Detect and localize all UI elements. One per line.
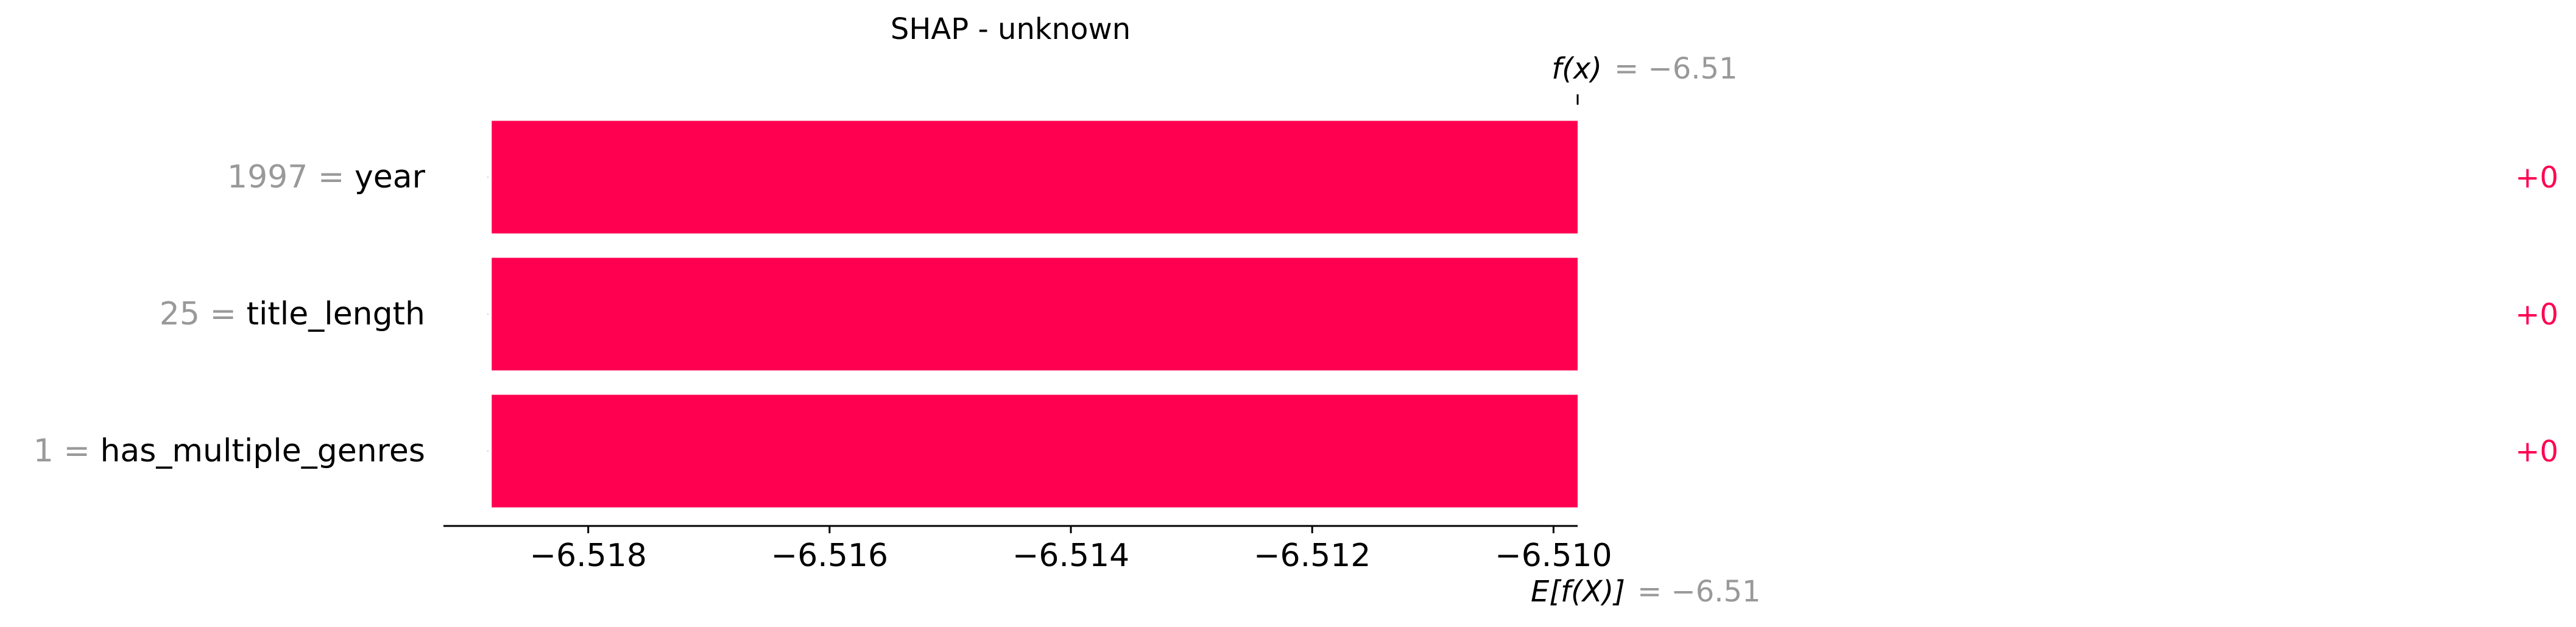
feature-name: title_length	[247, 296, 425, 332]
fx-annotation: f(x) = −6.51	[1551, 52, 1737, 86]
bar-year	[492, 121, 1578, 234]
feature-name: has_multiple_genres	[100, 433, 425, 469]
chart-title: SHAP - unknown	[891, 12, 1131, 46]
x-tick-label: −6.510	[1495, 538, 1612, 574]
x-tick-label: −6.518	[529, 538, 646, 574]
feature-value: 1997 =	[227, 159, 355, 195]
contribution-year: +0	[2515, 161, 2558, 195]
x-ticks: −6.518 −6.516 −6.514 −6.512 −6.510	[529, 526, 1612, 574]
base-value: = −6.51	[1637, 575, 1761, 609]
bar-title-length	[492, 257, 1578, 371]
x-tick-label: −6.516	[771, 538, 888, 574]
contribution-title-length: +0	[2515, 298, 2558, 332]
feature-value: 25 =	[160, 296, 247, 332]
base-label: E[f(X)]	[1531, 575, 1625, 609]
feature-label-year: 1997 = year	[227, 159, 426, 195]
x-tick-label: −6.514	[1012, 538, 1129, 574]
base-annotation: E[f(X)] = −6.51	[1531, 575, 1761, 609]
feature-labels: 1997 = year 25 = title_length 1 = has_mult…	[34, 159, 426, 469]
feature-label-has-multiple-genres: 1 = has_multiple_genres	[34, 433, 425, 469]
gridlines	[487, 177, 492, 452]
bars	[492, 121, 1578, 508]
feature-name: year	[355, 159, 426, 195]
feature-value: 1 =	[34, 433, 101, 469]
feature-label-title-length: 25 = title_length	[160, 296, 425, 332]
x-tick-label: −6.512	[1254, 538, 1371, 574]
fx-value: = −6.51	[1614, 52, 1738, 86]
fx-label: f(x)	[1551, 52, 1602, 86]
contribution-has-multiple-genres: +0	[2515, 435, 2558, 469]
contribution-labels: +0 +0 +0	[2515, 161, 2558, 469]
bar-has-multiple-genres	[492, 394, 1578, 508]
